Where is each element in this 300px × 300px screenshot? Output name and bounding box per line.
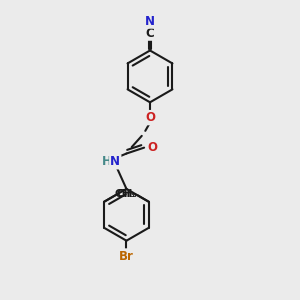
Text: N: N [145,14,155,28]
Text: Br: Br [119,250,134,262]
Text: O: O [145,111,155,124]
Text: H: H [101,155,111,168]
Text: O: O [148,141,158,154]
Text: C: C [146,27,154,40]
Text: CH₃: CH₃ [117,189,138,199]
Text: CH₃: CH₃ [115,189,136,199]
Text: N: N [110,155,120,168]
